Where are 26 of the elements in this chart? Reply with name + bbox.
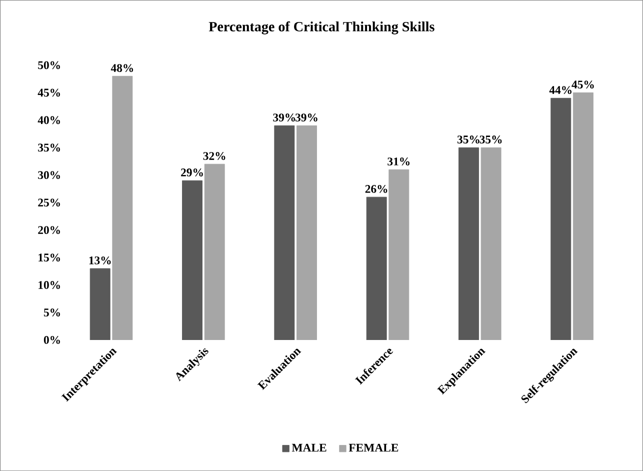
data-label: 44% xyxy=(549,86,572,94)
data-label: 48% xyxy=(110,64,134,72)
data-label: 35% xyxy=(480,135,502,144)
y-tick-label: 50% xyxy=(38,61,60,70)
y-tick-label: 45% xyxy=(38,88,60,97)
data-label: 32% xyxy=(203,152,226,160)
data-label: 13% xyxy=(89,256,111,264)
y-tick-label: 5% xyxy=(44,308,60,316)
data-label: 26% xyxy=(365,184,388,193)
y-tick-label: 15% xyxy=(38,254,60,262)
y-tick-label: 25% xyxy=(38,198,60,206)
data-label: 39% xyxy=(295,114,318,122)
data-label: 45% xyxy=(572,80,594,88)
data-label: 39% xyxy=(273,114,296,122)
y-tick-label: 10% xyxy=(38,281,60,289)
data-label: 31% xyxy=(388,157,410,166)
data-label: 35% xyxy=(457,135,480,144)
y-tick-label: 0% xyxy=(44,336,60,344)
y-tick-label: 35% xyxy=(38,144,60,152)
legend-label: FEMALE xyxy=(348,444,398,452)
y-tick-label: 20% xyxy=(38,226,60,234)
y-tick-label: 40% xyxy=(38,116,60,124)
y-tick-label: 30% xyxy=(38,171,60,180)
chart-title: Percentage of Critical Thinking Skills xyxy=(208,21,434,34)
legend-label: MALE xyxy=(292,444,326,452)
data-label: 29% xyxy=(181,168,203,176)
